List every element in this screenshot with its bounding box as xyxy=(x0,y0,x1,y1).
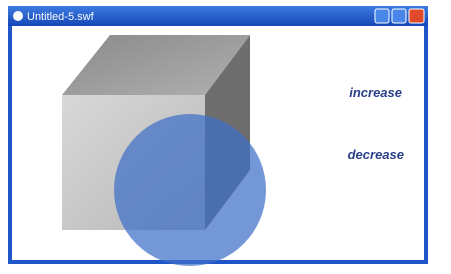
screen: Untitled-5.swf increase decrease xyxy=(0,0,451,274)
decrease-button[interactable]: decrease xyxy=(348,147,404,162)
window-icon xyxy=(13,11,23,21)
increase-button[interactable]: increase xyxy=(349,85,402,100)
circle xyxy=(114,114,266,266)
page: Untitled-5.swf increase decrease (() => … xyxy=(0,0,451,274)
window-title: Untitled-5.swf xyxy=(27,11,95,23)
maximize-button[interactable] xyxy=(392,9,406,23)
close-button[interactable] xyxy=(409,9,424,23)
minimize-button[interactable] xyxy=(375,9,389,23)
